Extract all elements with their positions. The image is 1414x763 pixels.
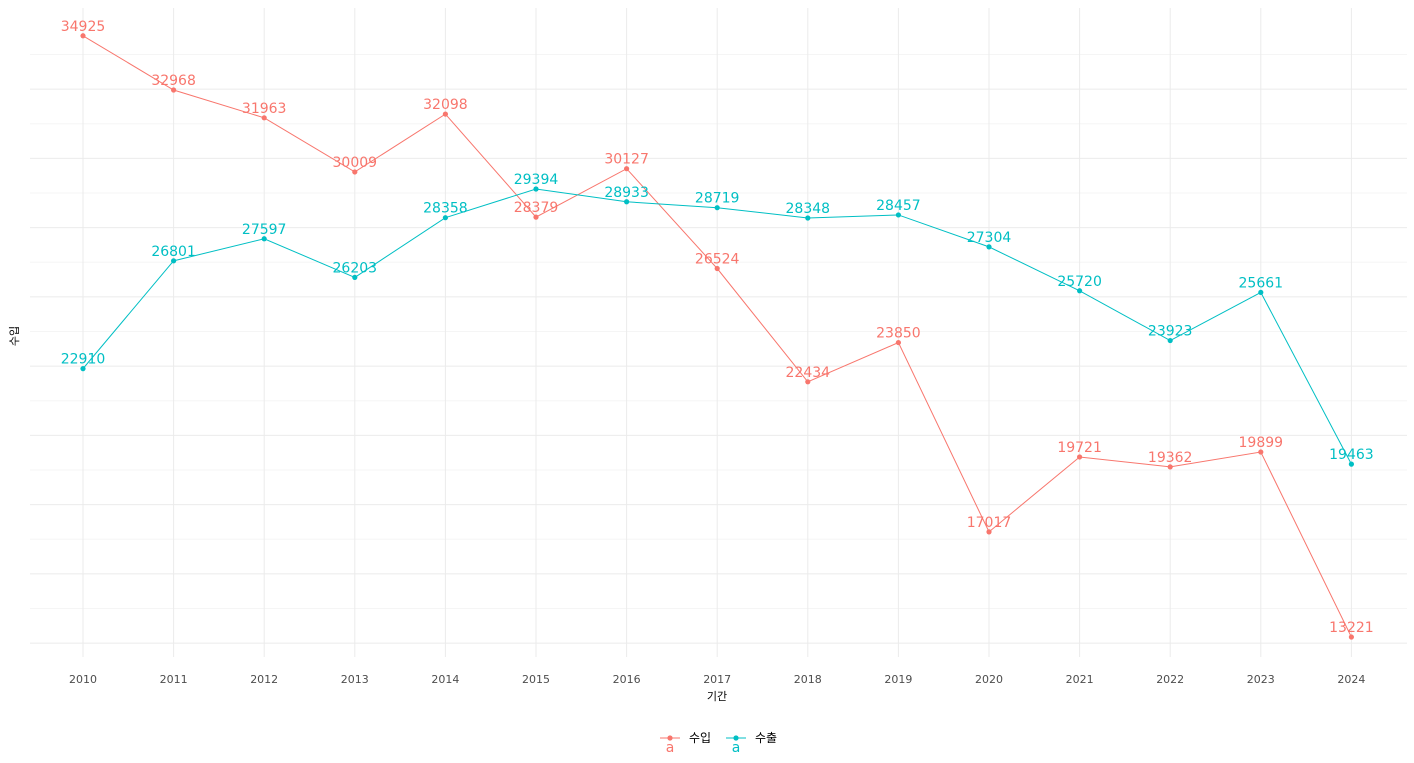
data-point — [1167, 337, 1173, 344]
x-tick-label: 2020 — [975, 673, 1003, 686]
x-tick-label: 2016 — [613, 673, 641, 686]
x-axis-title: 기간 — [707, 690, 727, 703]
series-layer — [80, 33, 1354, 640]
data-point — [442, 215, 448, 221]
data-point — [624, 199, 630, 205]
x-tick-label: 2012 — [250, 673, 278, 686]
grid — [30, 8, 1407, 657]
data-label: 25720 — [1057, 274, 1102, 290]
x-tick-label: 2023 — [1247, 673, 1275, 686]
legend-key-glyph: a — [666, 740, 675, 756]
data-label: 30009 — [333, 155, 378, 171]
data-point — [986, 529, 992, 535]
data-label: 27597 — [242, 222, 287, 238]
x-tick-label: 2014 — [431, 673, 459, 686]
data-point — [1077, 288, 1083, 294]
data-label: 29394 — [514, 172, 559, 188]
data-label: 26801 — [151, 244, 196, 260]
data-point — [352, 169, 358, 175]
data-point — [805, 379, 811, 385]
data-label: 22434 — [786, 365, 831, 381]
legend-item: a 수입 — [660, 731, 711, 756]
data-label: 26203 — [333, 260, 378, 276]
data-point — [1077, 454, 1083, 460]
legend-key-point — [667, 735, 673, 741]
x-axis-ticks: 2010 2011 2012 2013 2014 2015 2016 2017 2018 2019… — [69, 673, 1365, 686]
data-label: 19721 — [1057, 440, 1102, 456]
data-point — [171, 258, 177, 264]
data-point — [171, 87, 177, 93]
data-label: 23850 — [876, 326, 921, 342]
x-tick-label: 2019 — [884, 673, 912, 686]
data-point — [624, 166, 630, 172]
data-point — [1258, 289, 1264, 296]
x-tick-label: 2022 — [1156, 673, 1184, 686]
x-tick-label: 2010 — [69, 673, 97, 686]
data-label: 27304 — [967, 230, 1012, 246]
data-label: 30127 — [604, 152, 649, 168]
data-point — [352, 274, 358, 280]
data-point — [895, 339, 902, 346]
x-tick-label: 2011 — [160, 673, 188, 686]
data-point — [1348, 461, 1354, 467]
x-tick-label: 2013 — [341, 673, 369, 686]
data-label: 28348 — [786, 201, 831, 217]
legend: a 수입 a 수출 — [660, 731, 777, 756]
data-point — [80, 33, 86, 39]
data-point — [1167, 464, 1173, 470]
data-point — [80, 366, 86, 372]
data-point — [986, 244, 992, 250]
data-label: 19463 — [1329, 447, 1374, 463]
x-tick-label: 2017 — [703, 673, 731, 686]
data-label: 19899 — [1239, 435, 1284, 451]
data-point — [533, 214, 539, 220]
legend-label: 수출 — [755, 731, 777, 745]
x-tick-label: 2015 — [522, 673, 550, 686]
x-tick-label: 2024 — [1337, 673, 1365, 686]
data-point — [714, 205, 720, 211]
data-label: 32968 — [151, 73, 196, 89]
legend-item: a 수출 — [726, 731, 777, 756]
data-point — [442, 111, 448, 117]
data-point — [1348, 634, 1354, 640]
data-label: 28719 — [695, 191, 740, 207]
data-label: 19362 — [1148, 450, 1193, 466]
data-label: 28379 — [514, 200, 559, 216]
data-point — [805, 215, 811, 221]
legend-key-glyph: a — [732, 740, 741, 756]
x-tick-label: 2021 — [1066, 673, 1094, 686]
data-label: 17017 — [967, 515, 1012, 531]
data-point — [1258, 449, 1264, 455]
data-labels: 34925 32968 31963 30009 32098 28379 30127 26524… — [61, 19, 1374, 636]
legend-label: 수입 — [689, 731, 711, 745]
data-label: 13221 — [1329, 620, 1374, 636]
data-label: 32098 — [423, 97, 468, 113]
y-axis-title: 수입 — [8, 326, 21, 346]
data-label: 28358 — [423, 201, 468, 217]
data-label: 28933 — [604, 185, 649, 201]
data-label: 25661 — [1239, 275, 1284, 291]
data-label: 31963 — [242, 101, 287, 117]
data-point — [895, 212, 902, 218]
data-point — [714, 265, 720, 272]
data-point — [261, 115, 267, 121]
legend-key-point — [733, 735, 739, 741]
data-label: 26524 — [695, 252, 740, 268]
x-tick-label: 2018 — [794, 673, 822, 686]
data-label: 22910 — [61, 352, 106, 368]
data-point — [533, 186, 539, 192]
data-point — [261, 236, 267, 242]
data-label: 34925 — [61, 19, 106, 35]
data-label: 23923 — [1148, 324, 1193, 340]
data-label: 28457 — [876, 198, 921, 214]
